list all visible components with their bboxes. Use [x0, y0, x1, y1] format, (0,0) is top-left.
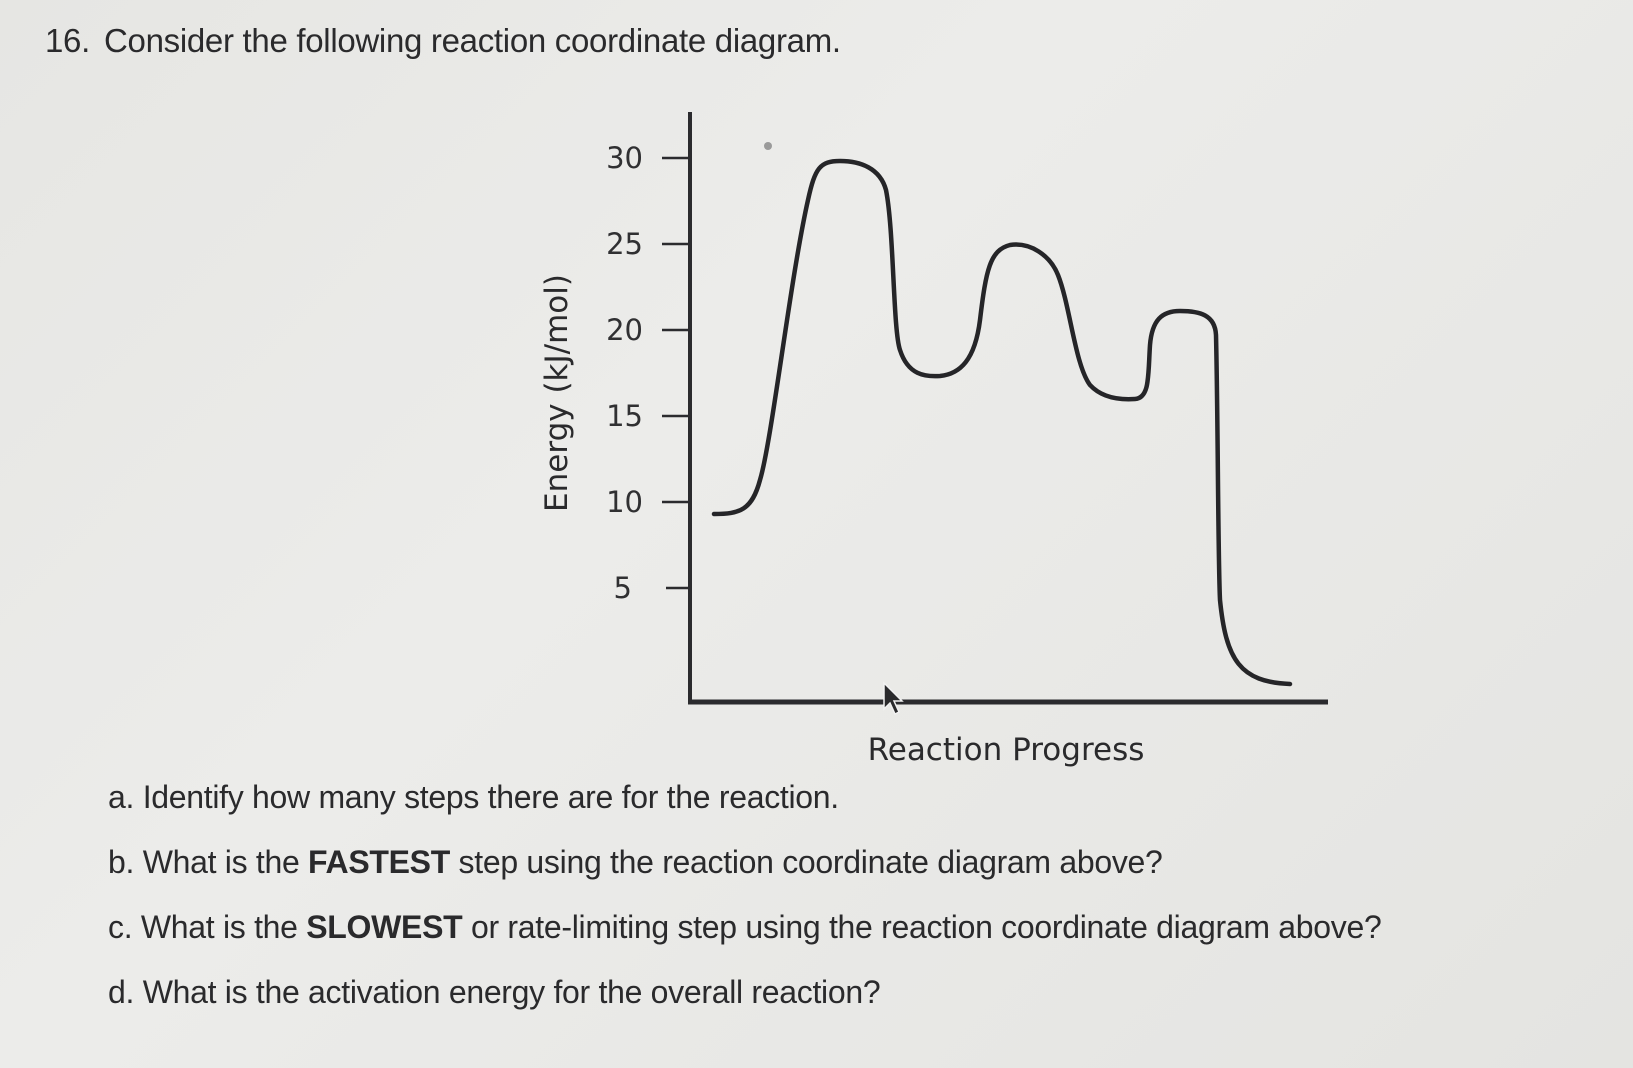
sub-question-text: step using the reaction coordinate diagr…: [449, 844, 1163, 880]
tick-label: 20: [606, 313, 643, 347]
tick-label: 25: [606, 227, 643, 261]
y-axis-label: Energy (kJ/mol): [539, 274, 575, 512]
sub-question-text: What is the: [142, 844, 309, 880]
sub-question-text: or rate-limiting step using the reaction…: [462, 909, 1382, 945]
sub-question-letter: d.: [108, 974, 135, 1010]
emphasis-slowest: SLOWEST: [306, 909, 463, 945]
sub-question-letter: a.: [108, 779, 135, 815]
sub-question-text: What is the activation energy for the ov…: [142, 974, 881, 1010]
sub-question-letter: b.: [108, 844, 135, 880]
tick-label: 30: [606, 141, 643, 175]
sub-question-text: What is the: [140, 909, 307, 945]
sub-question-d: d. What is the activation energy for the…: [108, 970, 1381, 1035]
tick-label: 5: [614, 571, 632, 605]
tick-label: 15: [606, 399, 643, 433]
x-axis-label: Reaction Progress: [868, 732, 1145, 768]
mouse-pointer-icon: [883, 681, 904, 716]
emphasis-fastest: FASTEST: [308, 844, 450, 880]
question-heading: 16. Consider the following reaction coord…: [45, 22, 841, 60]
tick-label: 10: [606, 485, 643, 519]
question-number: 16.: [45, 22, 90, 59]
sub-question-b: b. What is the FASTEST step using the re…: [108, 840, 1381, 905]
y-axis-ticks: 30 25 20 15 10 5: [606, 141, 688, 605]
sub-question-list: a. Identify how many steps there are for…: [108, 775, 1382, 1035]
dot-mark: [764, 142, 772, 150]
sub-question-letter: c.: [108, 909, 133, 945]
sub-question-a: a. Identify how many steps there are for…: [108, 775, 1381, 840]
sub-question-text: Identify how many steps there are for th…: [142, 779, 839, 815]
sub-question-c: c. What is the SLOWEST or rate-limiting …: [108, 905, 1382, 970]
energy-curve: [711, 158, 1293, 687]
question-prompt: Consider the following reaction coordina…: [103, 22, 841, 59]
